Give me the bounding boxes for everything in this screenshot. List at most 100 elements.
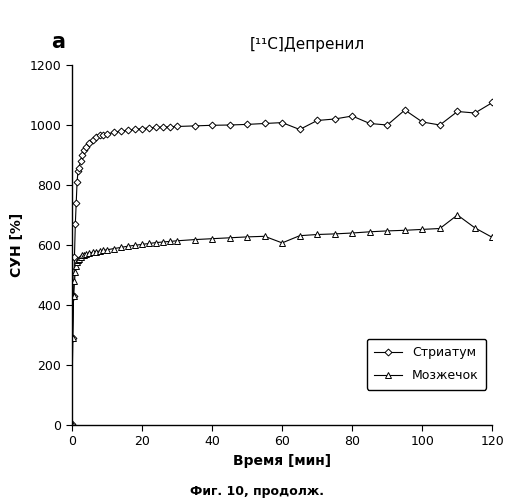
Мозжечок	[489, 234, 496, 240]
Стриатум	[489, 100, 496, 105]
Стриатум	[97, 132, 103, 138]
Мозжечок	[139, 242, 145, 248]
Стриатум	[104, 131, 110, 137]
Мозжечок	[86, 250, 92, 256]
Мозжечок	[167, 238, 173, 244]
Мозжечок	[83, 251, 89, 257]
Стриатум	[75, 168, 81, 174]
Мозжечок	[367, 229, 373, 235]
Стриатум	[209, 122, 215, 128]
Мозжечок	[160, 239, 166, 245]
Стриатум	[279, 120, 285, 126]
Стриатум	[146, 125, 152, 131]
Стриатум	[437, 122, 443, 128]
Мозжечок	[402, 228, 408, 234]
Стриатум	[153, 124, 159, 130]
Мозжечок	[100, 248, 107, 254]
Стриатум	[384, 122, 390, 128]
Y-axis label: СУН [%]: СУН [%]	[10, 213, 24, 277]
Стриатум	[132, 126, 138, 132]
Мозжечок	[437, 226, 443, 232]
Стриатум	[71, 254, 77, 260]
Мозжечок	[297, 232, 303, 238]
Стриатум	[419, 119, 425, 125]
Мозжечок	[314, 232, 320, 237]
Мозжечок	[111, 246, 117, 252]
Мозжечок	[191, 236, 198, 242]
Стриатум	[297, 126, 303, 132]
Стриатум	[331, 116, 338, 122]
Text: [¹¹C]Депренил: [¹¹C]Депренил	[250, 38, 365, 52]
Стриатум	[93, 134, 100, 140]
Стриатум	[402, 107, 408, 113]
Мозжечок	[75, 257, 81, 263]
Мозжечок	[71, 278, 77, 284]
Мозжечок	[77, 254, 84, 260]
Мозжечок	[472, 225, 478, 231]
Мозжечок	[384, 228, 390, 234]
Мозжечок	[74, 259, 80, 265]
Мозжечок	[125, 243, 131, 249]
Мозжечок	[81, 252, 87, 258]
Line: Стриатум: Стриатум	[69, 100, 495, 426]
Мозжечок	[70, 335, 76, 341]
Стриатум	[90, 137, 96, 143]
Мозжечок	[174, 238, 180, 244]
Стриатум	[70, 293, 76, 299]
Стриатум	[455, 108, 461, 114]
Стриатум	[81, 148, 87, 154]
Мозжечок	[76, 256, 82, 262]
Мозжечок	[153, 240, 159, 246]
Стриатум	[367, 120, 373, 126]
Мозжечок	[132, 242, 138, 248]
Стриатум	[76, 166, 82, 172]
Text: a: a	[51, 32, 65, 52]
Мозжечок	[97, 248, 103, 254]
Стриатум	[73, 200, 80, 206]
Стриатум	[174, 124, 180, 130]
Стриатум	[100, 132, 107, 138]
Мозжечок	[93, 248, 100, 254]
Стриатум	[167, 124, 173, 130]
Мозжечок	[349, 230, 356, 236]
Мозжечок	[279, 240, 285, 246]
Стриатум	[118, 128, 124, 134]
Мозжечок	[209, 236, 215, 242]
Мозжечок	[90, 249, 96, 255]
Стриатум	[191, 123, 198, 129]
Мозжечок	[79, 252, 85, 258]
Стриатум	[77, 158, 84, 164]
X-axis label: Время [мин]: Время [мин]	[233, 454, 331, 468]
Стриатум	[72, 221, 78, 227]
Мозжечок	[69, 420, 75, 426]
Стриатум	[472, 110, 478, 116]
Стриатум	[160, 124, 166, 130]
Стриатум	[139, 126, 145, 132]
Мозжечок	[455, 212, 461, 218]
Стриатум	[244, 122, 250, 128]
Стриатум	[86, 140, 92, 146]
Мозжечок	[146, 240, 152, 246]
Мозжечок	[226, 235, 232, 241]
Мозжечок	[104, 247, 110, 253]
Мозжечок	[73, 263, 80, 269]
Мозжечок	[244, 234, 250, 240]
Мозжечок	[70, 293, 76, 299]
Стриатум	[314, 118, 320, 124]
Стриатум	[69, 420, 75, 426]
Мозжечок	[331, 231, 338, 237]
Стриатум	[79, 152, 85, 158]
Мозжечок	[72, 269, 78, 275]
Стриатум	[70, 335, 76, 341]
Стриатум	[125, 128, 131, 134]
Мозжечок	[118, 244, 124, 250]
Стриатум	[74, 179, 80, 185]
Мозжечок	[262, 234, 268, 239]
Text: Фиг. 10, продолж.: Фиг. 10, продолж.	[189, 484, 324, 498]
Legend: Стриатум, Мозжечок: Стриатум, Мозжечок	[367, 339, 486, 390]
Стриатум	[83, 144, 89, 150]
Стриатум	[111, 130, 117, 136]
Стриатум	[226, 122, 232, 128]
Стриатум	[349, 113, 356, 119]
Стриатум	[262, 120, 268, 126]
